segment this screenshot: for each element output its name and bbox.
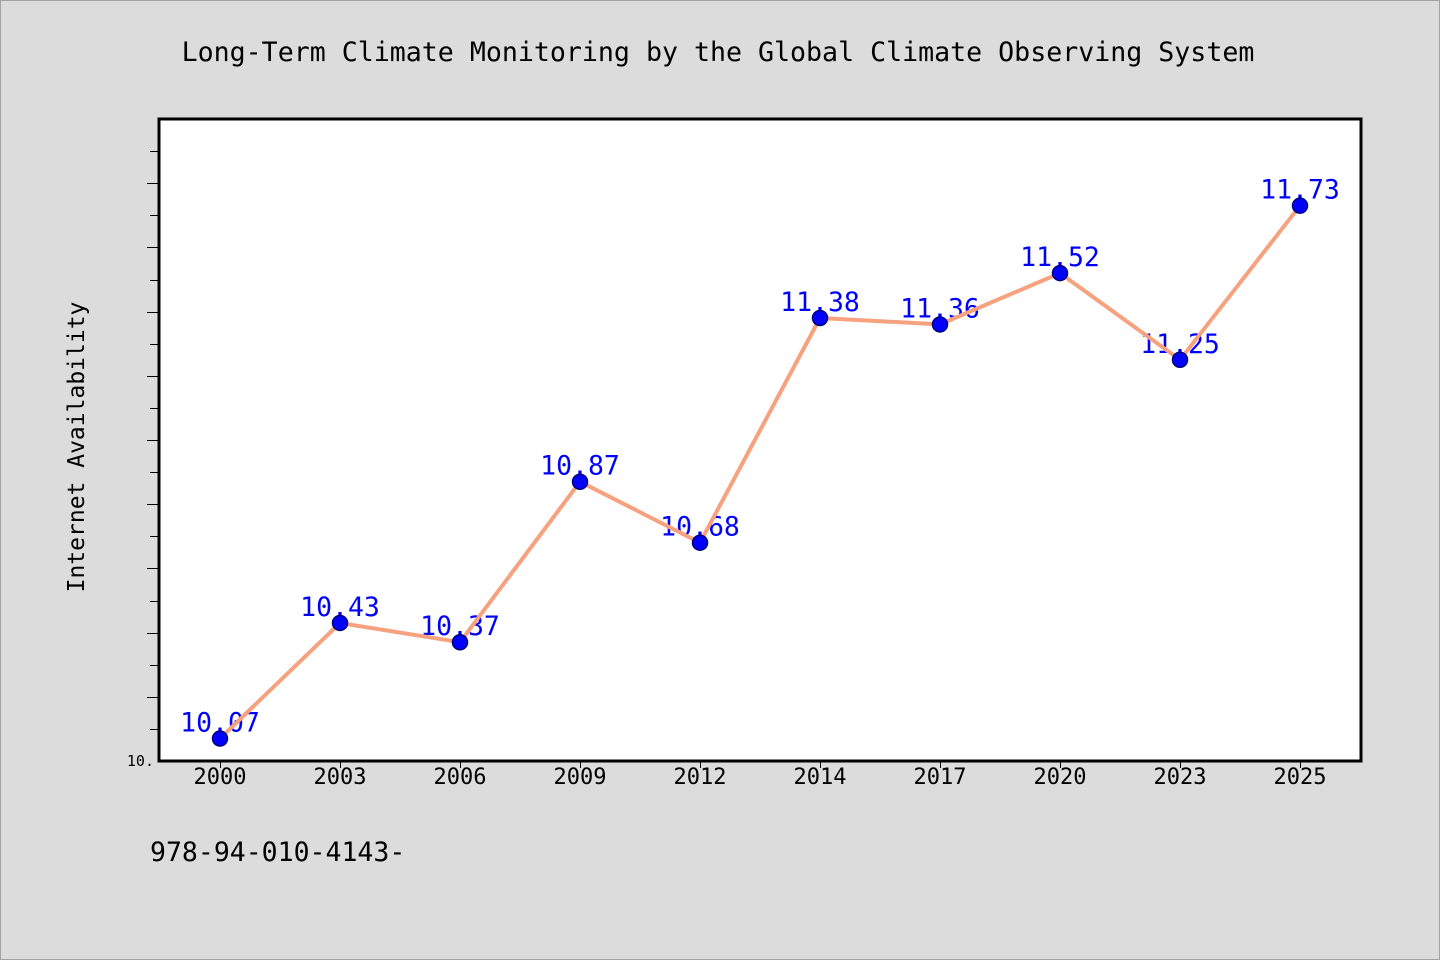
x-tick-label: 2017: [914, 765, 967, 790]
x-tick-label: 2012: [674, 765, 727, 790]
data-point: [811, 309, 829, 327]
x-tick-label: 2014: [794, 765, 847, 790]
series-line: [218, 203, 1302, 741]
x-tick-label: 2009: [554, 765, 607, 790]
data-point: [1051, 264, 1069, 282]
plot-area: [157, 117, 1363, 763]
data-point: [211, 730, 229, 747]
data-point: [1171, 351, 1189, 368]
data-point: [451, 633, 469, 651]
x-tick-label: 2000: [194, 765, 247, 790]
y-tick-label: 10.: [127, 752, 154, 770]
x-tick-label: 2023: [1154, 765, 1207, 790]
x-tick-label: 2003: [314, 765, 367, 790]
data-point: [931, 316, 949, 333]
data-points: [211, 197, 1309, 747]
chart-title: Long-Term Climate Monitoring by the Glob…: [182, 37, 1255, 68]
data-point: [331, 614, 349, 632]
data-point: [571, 473, 589, 490]
x-tick-label: 2025: [1274, 765, 1327, 790]
x-axis-tick-labels: 2000 2003 2006 2009 2012 2014 2017 2020 2023 2025: [194, 765, 1327, 790]
y-axis-ticks: [147, 151, 158, 730]
y-axis-label: Internet Availability: [64, 302, 90, 593]
x-tick-label: 2006: [434, 765, 487, 790]
data-point: [1291, 197, 1309, 214]
x-axis-ticks: [220, 762, 1301, 768]
footer-code: 978-94-010-4143-: [150, 837, 405, 868]
data-point: [691, 534, 709, 551]
x-tick-label: 2020: [1034, 765, 1087, 790]
